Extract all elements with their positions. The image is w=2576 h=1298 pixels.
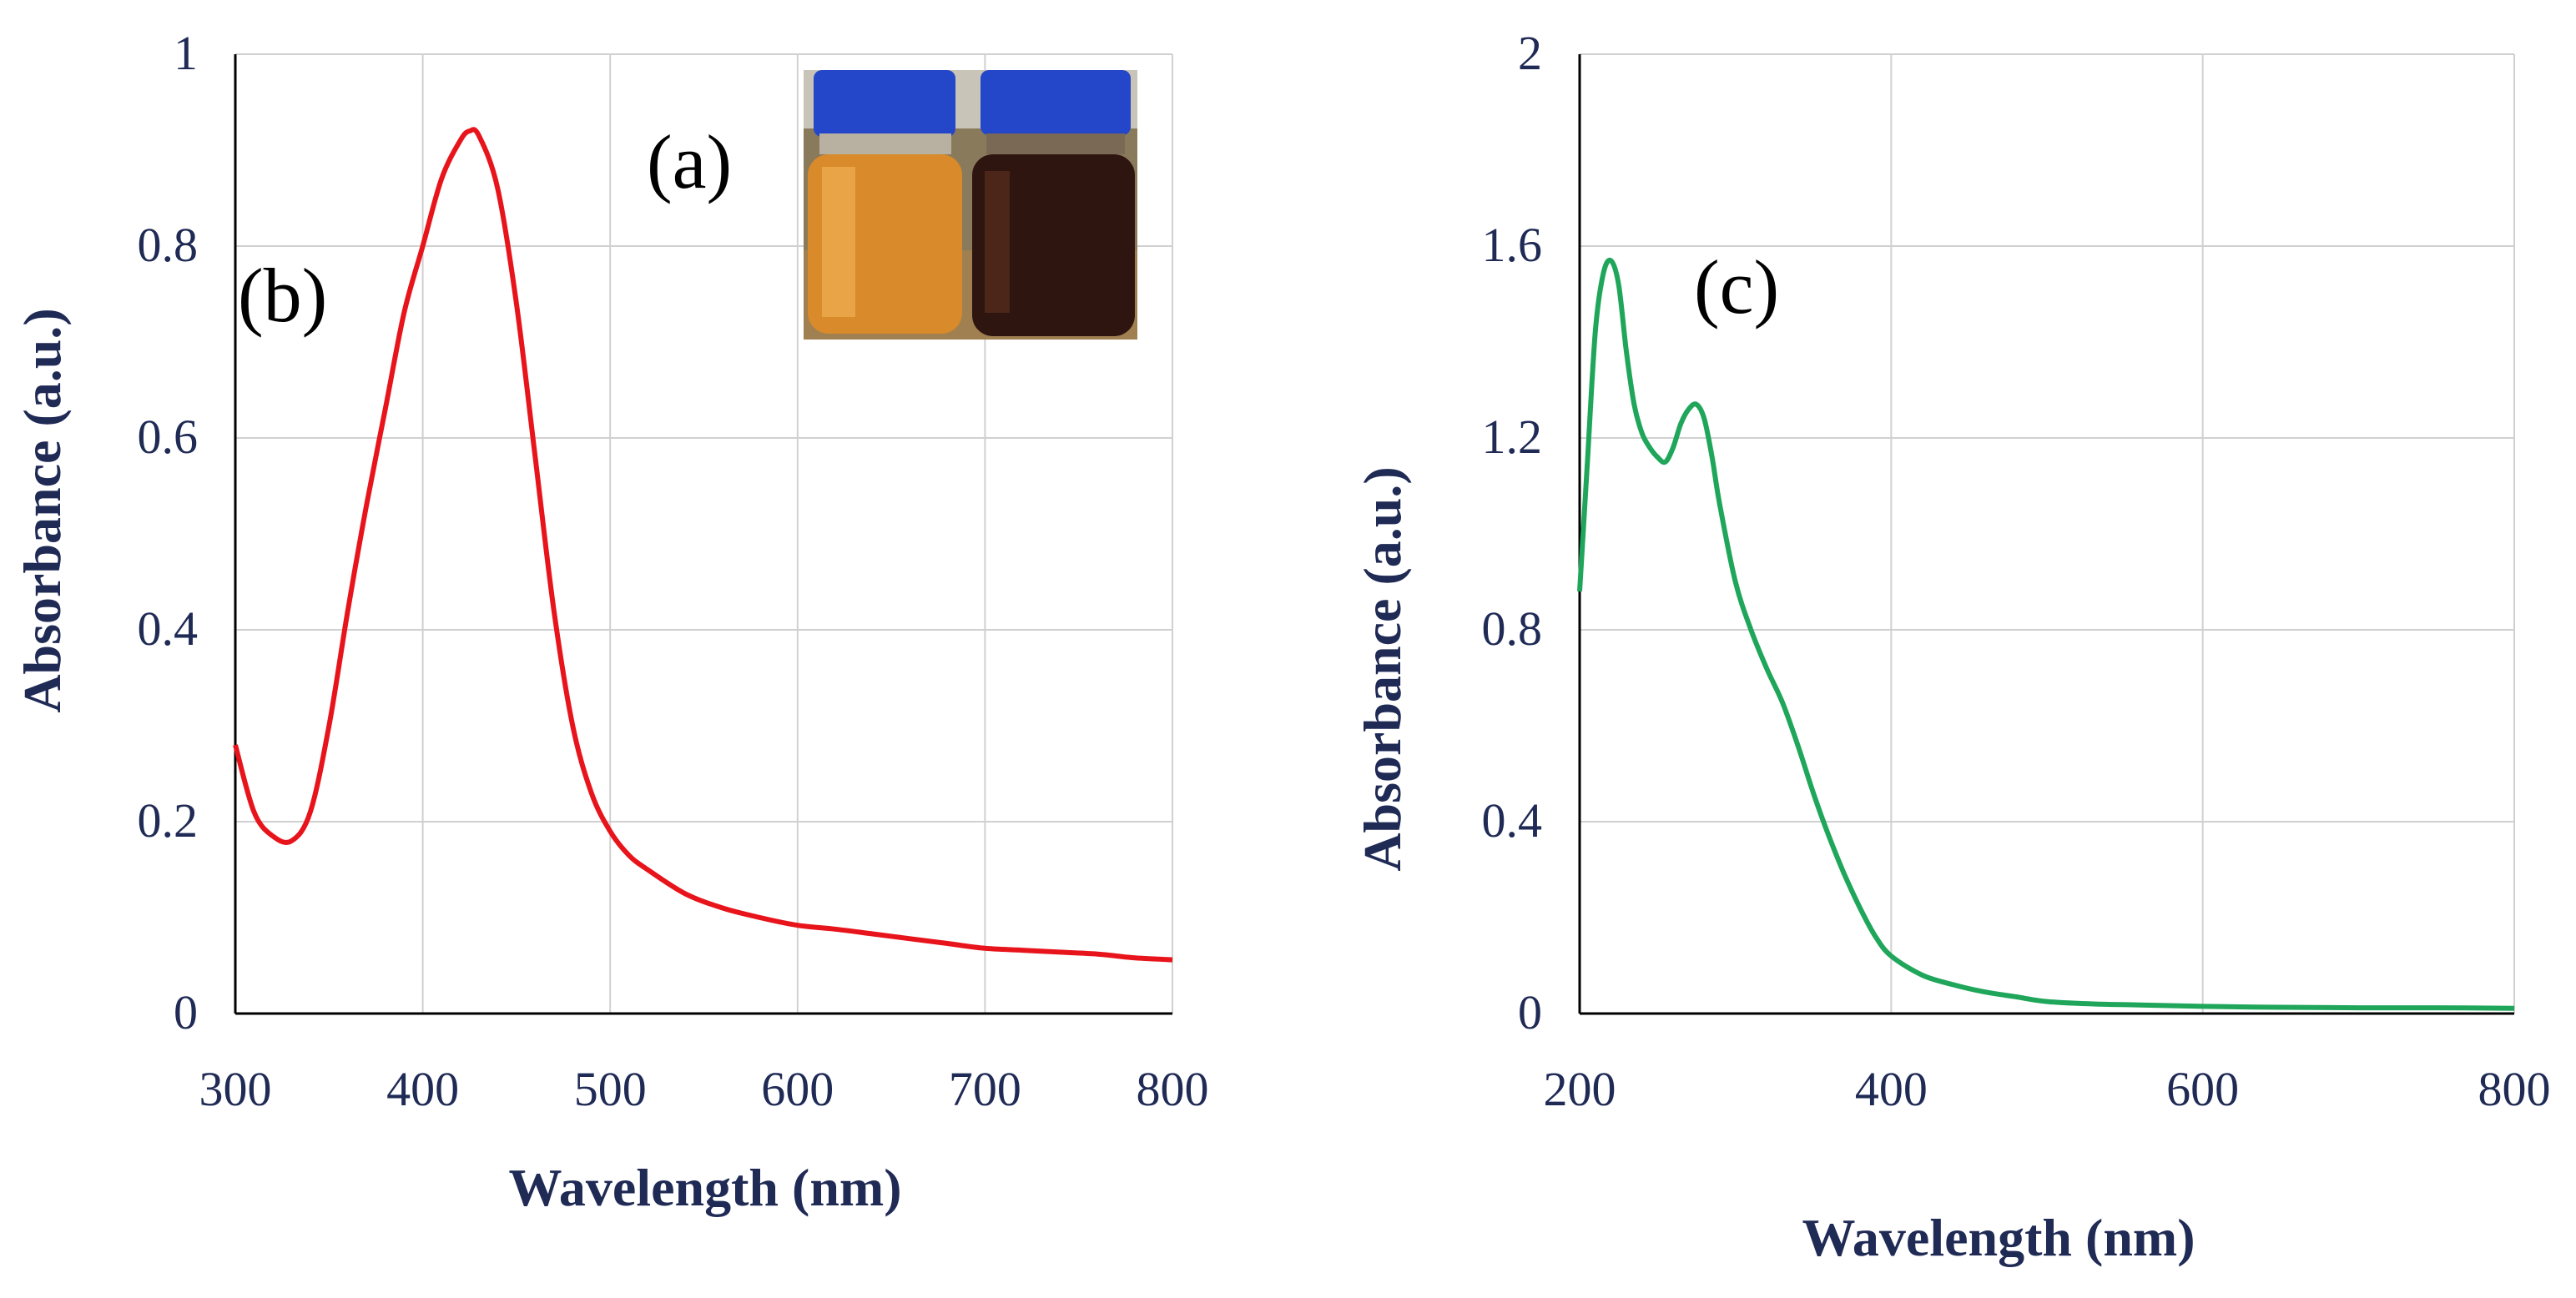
chart-b-y-tick-label: 1 (174, 26, 198, 80)
chart-c-y-tick-labels: 0 0.4 0.8 1.2 1.6 2 (1482, 26, 1543, 1039)
bottle-left-cap (814, 70, 955, 137)
chart-b-series-line (233, 127, 1173, 963)
chart-c-gridlines (1580, 53, 2515, 1014)
bottle-right-liquid (972, 154, 1135, 336)
chart-b-x-tick-labels: 300 400 500 600 700 800 (199, 1062, 1209, 1116)
chart-c-y-tick-label: 0 (1518, 985, 1542, 1039)
chart-c-y-tick-label: 0.4 (1482, 793, 1543, 848)
chart-c-x-tick-label: 400 (1855, 1062, 1928, 1116)
chart-c-series-line (1577, 257, 2515, 1011)
chart-c-y-tick-label: 0.8 (1482, 601, 1543, 656)
bottle-right-cap (980, 70, 1131, 135)
chart-c-x-axis-title: Wavelength (nm) (1802, 1208, 2195, 1267)
chart-b-y-tick-labels: 0 0.2 0.4 0.6 0.8 1 (138, 26, 199, 1039)
chart-c-panel-label: (c) (1694, 244, 1779, 330)
inset-panel-label: (a) (647, 119, 732, 204)
chart-panel-c: 0 0.4 0.8 1.2 1.6 2 200 400 600 800 Wavelength (… (1353, 26, 2551, 1267)
chart-b-x-tick-label: 500 (574, 1062, 647, 1116)
chart-b-x-tick-label: 600 (761, 1062, 834, 1116)
chart-c-x-tick-label: 800 (2478, 1062, 2551, 1116)
chart-c-x-tick-label: 600 (2166, 1062, 2239, 1116)
chart-b-y-tick-label: 0.4 (138, 601, 199, 656)
chart-c-y-axis-title: Absorbance (a.u.) (1353, 466, 1412, 871)
chart-c-x-tick-labels: 200 400 600 800 (1544, 1062, 2551, 1116)
chart-b-x-axis-title: Wavelength (nm) (508, 1158, 901, 1217)
chart-c-axes (1578, 54, 2514, 1015)
chart-b-x-tick-label: 400 (386, 1062, 459, 1116)
chart-b-x-tick-label: 800 (1137, 1062, 1209, 1116)
chart-b-y-tick-label: 0.2 (138, 793, 199, 848)
inset-photo: (a) (647, 70, 1137, 340)
chart-c-x-tick-label: 200 (1544, 1062, 1616, 1116)
chart-b-x-tick-label: 700 (949, 1062, 1021, 1116)
chart-b-x-tick-label: 300 (199, 1062, 272, 1116)
chart-c-y-tick-label: 2 (1518, 26, 1542, 80)
chart-b-axes (234, 54, 1172, 1015)
chart-b-y-tick-label: 0.6 (138, 410, 199, 464)
chart-b-panel-label: (b) (238, 253, 327, 338)
chart-b-y-axis-title: Absorbance (a.u.) (13, 308, 72, 712)
bottle-photo (804, 70, 1137, 340)
chart-panel-b: 0 0.2 0.4 0.6 0.8 1 300 400 500 600 700 800 Wavele… (13, 26, 1209, 1217)
chart-b-y-tick-label: 0.8 (138, 218, 199, 272)
chart-b-y-tick-label: 0 (174, 985, 198, 1039)
chart-c-y-tick-label: 1.2 (1482, 410, 1543, 464)
chart-c-data-points (1577, 258, 2517, 1010)
chart-c-y-tick-label: 1.6 (1482, 218, 1543, 272)
